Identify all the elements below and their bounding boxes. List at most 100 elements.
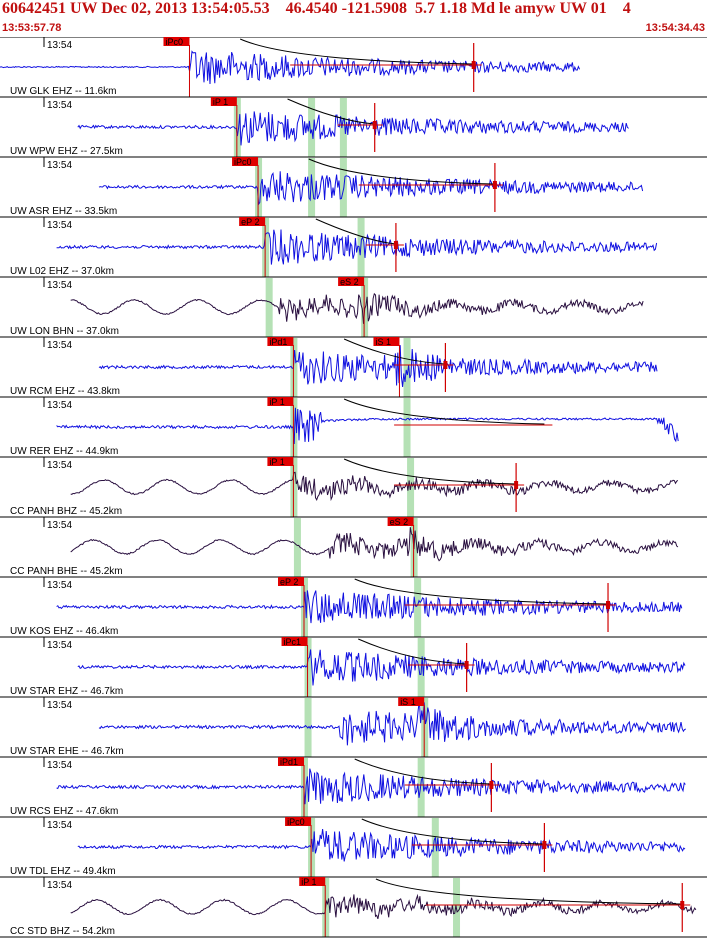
s-pick-tag bbox=[398, 697, 425, 706]
p-pick-tag bbox=[239, 217, 266, 226]
pick-window-band bbox=[403, 338, 411, 397]
coda-end-marker-dot bbox=[514, 481, 519, 489]
event-title: 60642451 UW Dec 02, 2013 13:54:05.53 46.… bbox=[2, 0, 631, 17]
time-tick-label: 13:54 bbox=[47, 700, 72, 711]
trace-row: iPd1 iS 1 13:54 UW RCM EHZ -- 43.8km bbox=[0, 336, 707, 397]
station-label: UW WPW EHZ -- 27.5km bbox=[10, 146, 123, 157]
p-pick-label: iPd1 bbox=[280, 757, 298, 767]
coda-end-marker-dot bbox=[393, 241, 398, 249]
station-label: UW KOS EHZ -- 46.4km bbox=[10, 626, 118, 637]
time-tick-label: 13:54 bbox=[47, 160, 72, 171]
waveform-trace bbox=[98, 700, 687, 746]
coda-decay-curve bbox=[343, 338, 446, 365]
waveform-trace bbox=[70, 471, 679, 502]
trace-row: iP 1 13:54 CC PANH BHZ -- 45.2km bbox=[0, 456, 707, 517]
waveform-trace bbox=[98, 345, 658, 387]
p-pick-label: iP 1 bbox=[269, 457, 284, 467]
coda-end-marker-dot bbox=[471, 61, 476, 69]
pick-window-band bbox=[265, 278, 273, 337]
coda-end-marker-dot bbox=[680, 901, 685, 909]
trace-row: iPd1 13:54 UW RCS EHZ -- 47.6km bbox=[0, 756, 707, 817]
p-pick-tag bbox=[232, 157, 259, 166]
trace-row: eP 2 13:54 UW KOS EHZ -- 46.4km bbox=[0, 576, 707, 637]
p-pick-tag bbox=[267, 457, 294, 466]
trace-row: iP 1 13:54 CC STD BHZ -- 54.2km bbox=[0, 876, 707, 937]
time-tick-label: 13:54 bbox=[47, 460, 72, 471]
s-pick-label: iS 1 bbox=[375, 337, 391, 347]
p-pick-tag bbox=[278, 757, 305, 766]
coda-end-marker-dot bbox=[443, 361, 448, 369]
s-pick-tag bbox=[387, 517, 414, 526]
waveform-trace bbox=[70, 527, 679, 562]
coda-end-marker-dot bbox=[464, 661, 469, 669]
time-tick-label: 13:54 bbox=[47, 820, 72, 831]
trace-row: iPc0 13:54 UW ASR EHZ -- 33.5km bbox=[0, 156, 707, 217]
p-pick-label: iPd1 bbox=[269, 337, 287, 347]
coda-decay-curve bbox=[239, 38, 474, 65]
pick-window-band bbox=[339, 98, 347, 157]
waveform-trace bbox=[0, 50, 581, 85]
coda-end-marker-dot bbox=[606, 601, 611, 609]
p-pick-tag bbox=[285, 817, 312, 826]
time-tick-label: 13:54 bbox=[47, 520, 72, 531]
window-end-time: 13:54:34.43 bbox=[645, 22, 705, 34]
time-tick-label: 13:54 bbox=[47, 100, 72, 111]
pick-window-band bbox=[403, 398, 411, 457]
coda-decay-curve bbox=[354, 578, 609, 605]
trace-row: iS 1 13:54 UW STAR EHE -- 46.7km bbox=[0, 696, 707, 757]
p-pick-label: eP 2 bbox=[241, 217, 259, 227]
waveform-trace bbox=[56, 229, 658, 265]
trace-row: eS 2 13:54 CC PANH BHE -- 45.2km bbox=[0, 516, 707, 577]
p-pick-label: iPc0 bbox=[287, 817, 305, 827]
coda-decay-curve bbox=[375, 878, 683, 905]
time-tick-label: 13:54 bbox=[47, 220, 72, 231]
pick-window-band bbox=[308, 98, 316, 157]
station-label: CC STD BHZ -- 54.2km bbox=[10, 926, 115, 937]
time-tick-label: 13:54 bbox=[47, 880, 72, 891]
waveform-trace bbox=[56, 768, 686, 805]
p-pick-label: iPc1 bbox=[284, 637, 302, 647]
coda-end-marker-dot bbox=[492, 181, 497, 189]
p-pick-tag bbox=[267, 397, 294, 406]
time-tick-label: 13:54 bbox=[47, 280, 72, 291]
waveform-trace bbox=[77, 649, 686, 686]
coda-decay-curve bbox=[308, 158, 495, 185]
p-pick-label: eP 2 bbox=[280, 577, 298, 587]
pick-window-band bbox=[293, 518, 301, 577]
p-pick-tag bbox=[281, 637, 308, 646]
p-pick-tag bbox=[278, 577, 305, 586]
waveform-trace bbox=[56, 590, 683, 624]
trace-row: iPc1 13:54 UW STAR EHZ -- 46.7km bbox=[0, 636, 707, 697]
station-label: CC PANH BHE -- 45.2km bbox=[10, 566, 123, 577]
p-pick-label: iP 1 bbox=[213, 97, 228, 107]
p-pick-tag bbox=[299, 877, 326, 886]
trace-row: eS 2 13:54 UW LON BHN -- 37.0km bbox=[0, 276, 707, 337]
station-label: UW L02 EHZ -- 37.0km bbox=[10, 266, 114, 277]
time-tick-label: 13:54 bbox=[47, 580, 72, 591]
station-label: UW STAR EHZ -- 46.7km bbox=[10, 686, 123, 697]
s-pick-label: iS 1 bbox=[400, 697, 416, 707]
trace-row: eP 2 13:54 UW L02 EHZ -- 37.0km bbox=[0, 216, 707, 277]
pick-window-band bbox=[414, 578, 422, 637]
trace-row: iP 1 13:54 UW RER EHZ -- 44.9km bbox=[0, 396, 707, 457]
pick-window-band bbox=[308, 158, 316, 217]
p-pick-label: iP 1 bbox=[269, 397, 284, 407]
trace-row: iP 1 13:54 UW WPW EHZ -- 27.5km bbox=[0, 96, 707, 157]
time-tick-label: 13:54 bbox=[47, 760, 72, 771]
p-pick-label: iP 1 bbox=[301, 877, 316, 887]
waveform-trace bbox=[77, 111, 629, 146]
s-pick-label: eS 2 bbox=[390, 517, 409, 527]
event-header: 60642451 UW Dec 02, 2013 13:54:05.53 46.… bbox=[0, 0, 707, 38]
p-pick-tag bbox=[163, 37, 190, 46]
station-label: UW RCM EHZ -- 43.8km bbox=[10, 386, 120, 397]
coda-decay-curve bbox=[361, 818, 545, 845]
coda-end-marker-dot bbox=[372, 121, 377, 129]
trace-row: iPc0 13:54 UW TDL EHZ -- 49.4km bbox=[0, 816, 707, 877]
station-label: UW RCS EHZ -- 47.6km bbox=[10, 806, 118, 817]
p-pick-label: iPc0 bbox=[234, 157, 252, 167]
s-pick-label: eS 2 bbox=[340, 277, 359, 287]
waveform-trace bbox=[98, 171, 644, 206]
station-label: UW LON BHN -- 37.0km bbox=[10, 326, 119, 337]
p-pick-tag bbox=[267, 337, 294, 346]
station-label: UW ASR EHZ -- 33.5km bbox=[10, 206, 117, 217]
